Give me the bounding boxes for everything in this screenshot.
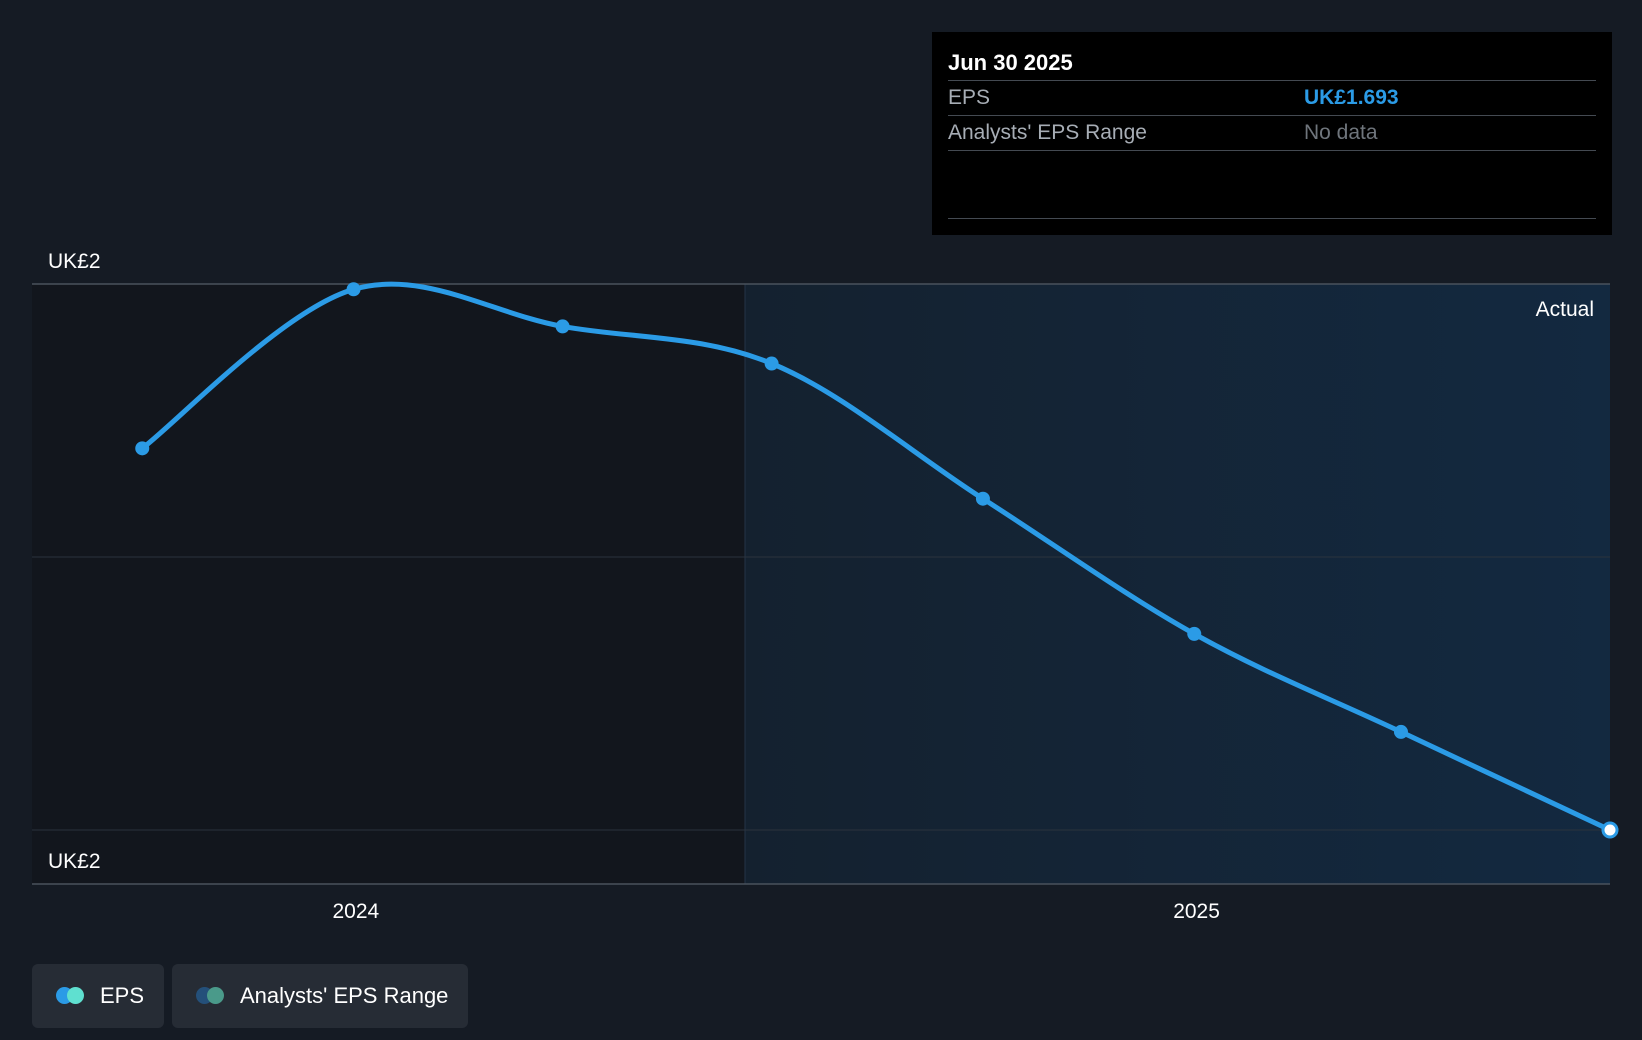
legend-range-label: Analysts' EPS Range	[240, 983, 449, 1008]
eps-series-line	[139, 281, 1613, 833]
tooltip-date: Jun 30 2025	[948, 46, 1596, 81]
tooltip-eps-value: UK£1.693	[1304, 86, 1399, 109]
eps-point[interactable]	[975, 491, 990, 506]
tooltip-row-range: Analysts' EPS Range No data	[948, 116, 1596, 151]
eps-legend-icon	[56, 987, 86, 1005]
tooltip-range-value: No data	[1304, 121, 1378, 144]
eps-point[interactable]	[764, 356, 779, 371]
legend-eps-label: EPS	[100, 983, 145, 1008]
eps-point[interactable]	[346, 282, 361, 297]
tooltip-divider	[948, 218, 1596, 219]
region-label-actual: Actual	[1536, 298, 1594, 321]
actual-region	[745, 284, 1610, 884]
legend-analysts-range[interactable]: Analysts' EPS Range	[172, 964, 468, 1028]
legend-eps[interactable]: EPS	[32, 964, 164, 1028]
eps-point[interactable]	[1187, 626, 1202, 641]
range-legend-icon	[196, 987, 226, 1005]
eps-point-selected[interactable]	[1601, 821, 1619, 839]
tooltip-range-label: Analysts' EPS Range	[948, 121, 1147, 144]
eps-point[interactable]	[135, 441, 150, 456]
x-tick-label: 2024	[333, 900, 380, 923]
tooltip-eps-label: EPS	[948, 86, 991, 109]
y-axis-top-label: UK£2	[48, 250, 101, 273]
x-tick-label: 2025	[1173, 900, 1220, 923]
eps-point[interactable]	[555, 319, 570, 334]
tooltip: Jun 30 2025 EPS UK£1.693 Analysts' EPS R…	[932, 32, 1612, 235]
tooltip-row-eps: EPS UK£1.693	[948, 81, 1596, 116]
y-axis-bottom-label: UK£2	[48, 850, 101, 873]
eps-point[interactable]	[1393, 724, 1408, 739]
past-region	[32, 284, 745, 884]
